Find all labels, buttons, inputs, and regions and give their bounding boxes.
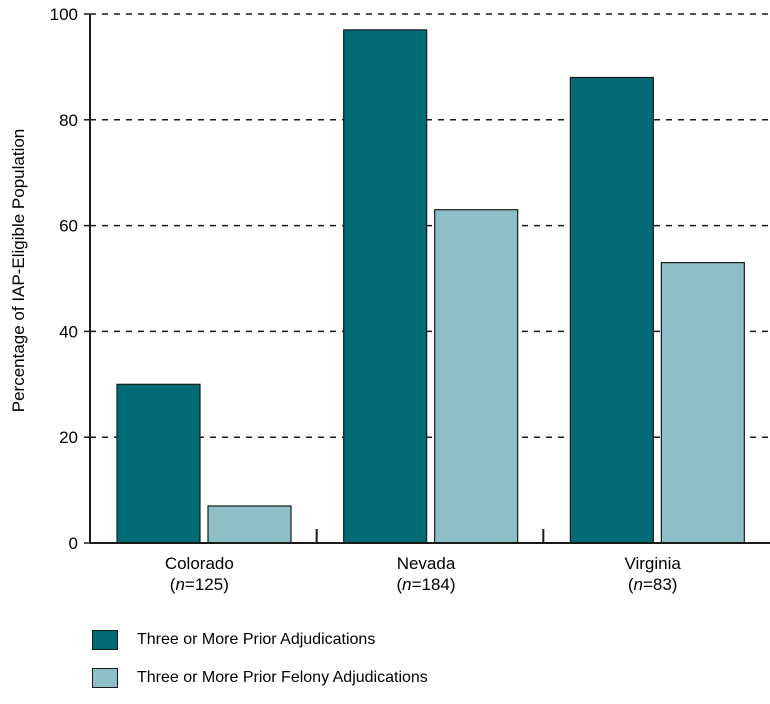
y-tick-label: 60 (59, 217, 78, 236)
legend-swatch-series-1 (92, 630, 118, 650)
bar-nevada-series-2 (434, 209, 519, 544)
y-tick-label: 0 (69, 534, 78, 553)
bar-colorado-series-1 (116, 383, 201, 544)
legend-swatch-series-2 (92, 668, 118, 688)
legend-label-series-1: Three or More Prior Adjudications (137, 631, 376, 648)
legend-item-series-1: Three or More Prior Adjudications (92, 628, 428, 652)
y-tick-label: 100 (50, 5, 78, 24)
legend-label-series-2: Three or More Prior Felony Adjudications (137, 669, 428, 686)
bar-virginia-series-1 (569, 76, 654, 544)
category-sample-size: (n=83) (627, 575, 678, 594)
x-tick-label-nevada: Nevada (n=184) (346, 553, 506, 595)
category-name: Virginia (624, 554, 681, 573)
bar-nevada-series-1 (343, 29, 428, 544)
category-sample-size: (n=184) (396, 575, 456, 594)
y-axis-label: Percentage of IAP-Eligible Population (9, 129, 28, 413)
category-name: Nevada (396, 554, 456, 573)
y-tick-label: 80 (59, 111, 78, 130)
legend: Three or More Prior Adjudications Three … (92, 628, 428, 704)
x-tick-label-virginia: Virginia (n=83) (573, 553, 733, 595)
category-name: Colorado (164, 554, 234, 573)
legend-item-series-2: Three or More Prior Felony Adjudications (92, 666, 428, 690)
bar-virginia-series-2 (660, 262, 745, 544)
y-tick-label: 20 (59, 428, 78, 447)
y-tick-label: 40 (59, 322, 78, 341)
bar-colorado-series-2 (207, 505, 292, 544)
x-tick-label-colorado: Colorado (n=125) (119, 553, 279, 595)
category-sample-size: (n=125) (169, 575, 229, 594)
